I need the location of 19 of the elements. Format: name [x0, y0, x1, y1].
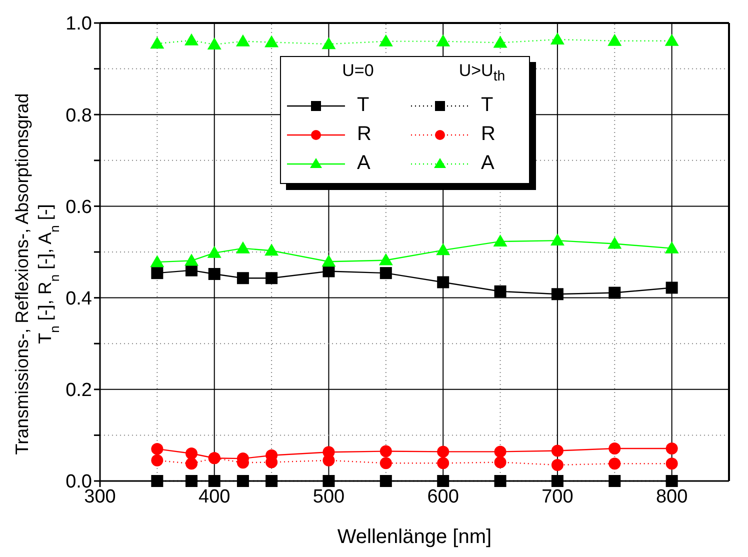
y-tick-label: 1.0	[66, 14, 92, 35]
legend-label: A	[357, 152, 370, 175]
annotation: U=0	[342, 61, 374, 80]
x-tick-label: 500	[312, 486, 345, 508]
x-tick-label: 600	[427, 486, 459, 508]
y-tick-label: 0.6	[66, 196, 92, 218]
legend-label: R	[481, 123, 496, 146]
y-tick-label: 0.8	[66, 105, 92, 126]
legend-label: T	[357, 94, 370, 117]
y-tick-label: 0.4	[66, 288, 92, 310]
x-tick-label: 400	[198, 486, 230, 508]
legend-label: R	[357, 123, 372, 146]
x-tick-label: 700	[542, 486, 574, 508]
legend-label: A	[481, 152, 494, 175]
x-axis-title: Wellenlänge [nm]	[337, 526, 492, 548]
x-tick-label: 800	[656, 486, 688, 508]
annotation: U>U$_{th}$	[458, 61, 506, 84]
legend-label: T	[481, 94, 494, 117]
y-tick-label: 0.2	[66, 380, 92, 402]
